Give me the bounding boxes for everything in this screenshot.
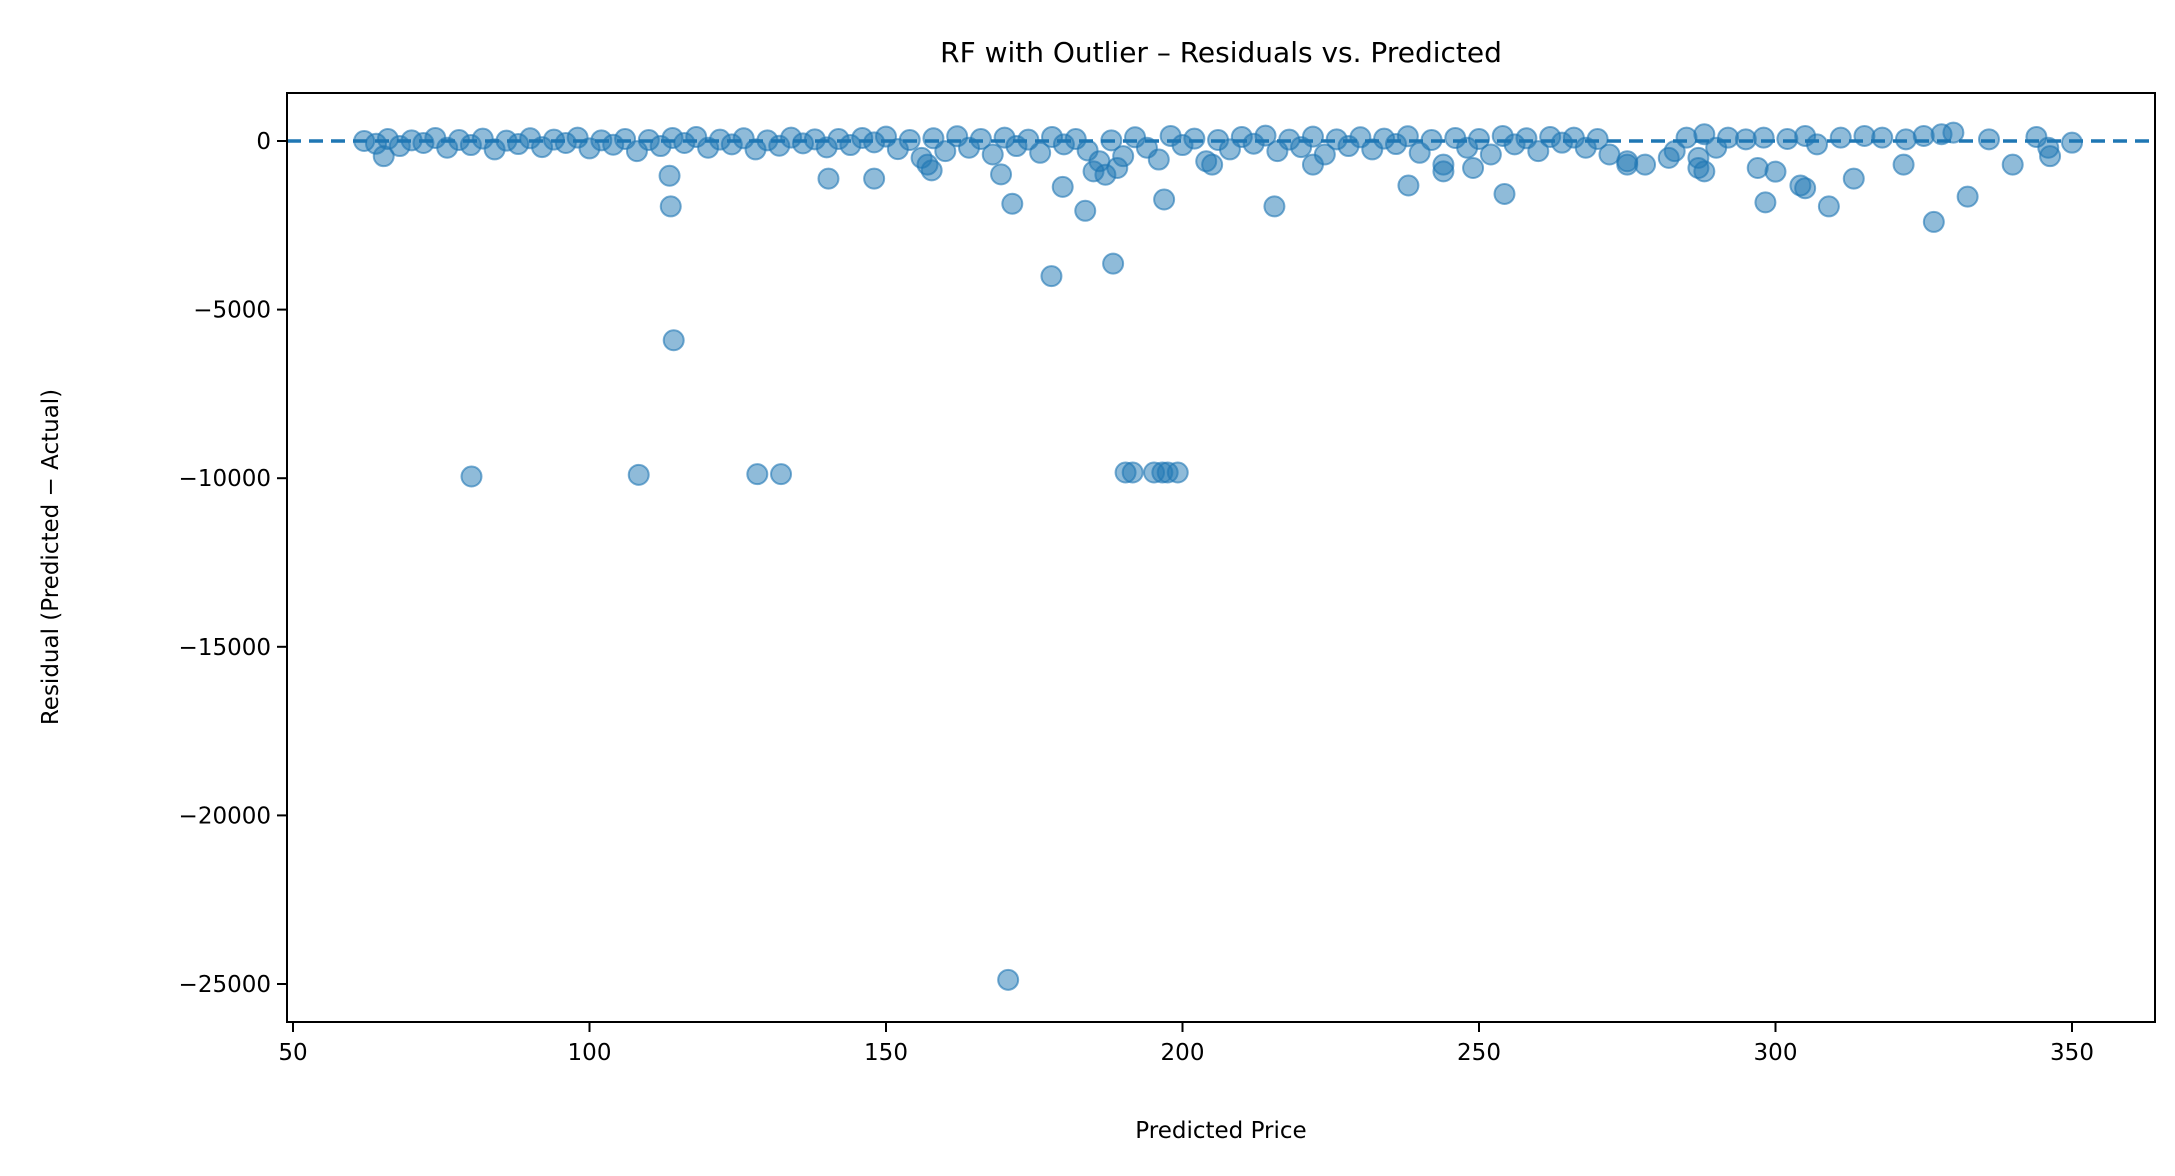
data-point [1201, 153, 1224, 176]
data-point [1794, 177, 1817, 200]
data-point [990, 163, 1013, 186]
x-tick: 100 [568, 1022, 612, 1066]
y-tick: −10000 [179, 466, 287, 492]
data-point [1657, 146, 1680, 169]
data-point [863, 167, 886, 190]
y-tick-label: −5000 [193, 298, 271, 324]
plot-frame [286, 92, 2156, 1023]
y-tick-label: 0 [256, 129, 271, 155]
y-tick-label: −15000 [179, 635, 271, 661]
data-point [1752, 126, 1775, 149]
y-tick: 0 [256, 129, 287, 155]
x-tick: 300 [1754, 1022, 1798, 1066]
x-tick-label: 100 [568, 1040, 612, 1066]
data-point [1942, 121, 1965, 144]
y-tick: −15000 [179, 635, 287, 661]
data-point [1479, 143, 1502, 166]
data-point [1817, 195, 1840, 218]
data-point [1432, 160, 1455, 183]
y-tick-label: −10000 [179, 466, 271, 492]
data-point [2039, 145, 2062, 168]
data-point [662, 329, 685, 352]
data-point [1121, 461, 1144, 484]
x-tick-label: 50 [278, 1040, 307, 1066]
data-point [1842, 167, 1865, 190]
data-point [460, 465, 483, 488]
y-tick: −5000 [193, 298, 287, 324]
points-layer [353, 121, 2083, 991]
data-point [659, 195, 682, 218]
data-point [1754, 191, 1777, 214]
data-point [1675, 126, 1698, 149]
y-axis-label: Residual (Predicted − Actual) [38, 389, 64, 725]
data-point [1776, 127, 1799, 150]
data-point [1806, 133, 1829, 156]
data-point [1153, 188, 1176, 211]
x-axis-label: Predicted Price [1135, 1118, 1306, 1144]
data-point [934, 140, 957, 163]
data-point [1956, 185, 1979, 208]
data-point [372, 145, 395, 168]
data-point [1263, 195, 1286, 218]
data-point [1892, 153, 1915, 176]
data-point [746, 463, 769, 486]
x-tick: 50 [278, 1022, 308, 1066]
data-point [1040, 265, 1063, 288]
data-point [1493, 182, 1516, 205]
x-tick-label: 150 [864, 1040, 908, 1066]
data-point [969, 127, 992, 150]
data-point [1183, 127, 1206, 150]
data-point [1462, 156, 1485, 179]
data-point [2001, 153, 2024, 176]
data-point [1166, 461, 1189, 484]
x-tick-label: 300 [1754, 1040, 1798, 1066]
data-point [817, 167, 840, 190]
x-tick: 200 [1161, 1022, 1205, 1066]
data-point [1764, 160, 1787, 183]
x-tick: 350 [2050, 1022, 2094, 1066]
chart-title: RF with Outlier – Residuals vs. Predicte… [940, 36, 1502, 69]
x-tick: 250 [1457, 1022, 1501, 1066]
data-point [1029, 141, 1052, 164]
data-point [1102, 252, 1125, 275]
data-point [1829, 126, 1852, 149]
data-point [1301, 125, 1324, 148]
data-point [1871, 126, 1894, 149]
data-point [997, 968, 1020, 991]
data-point [1922, 210, 1945, 233]
x-tick-label: 350 [2050, 1040, 2094, 1066]
data-point [1397, 174, 1420, 197]
y-tick: −20000 [179, 803, 287, 829]
x-axis-ticks: 50 100 150 200 250 300 350 [278, 1022, 2094, 1066]
data-point [916, 153, 939, 176]
data-point [1001, 192, 1024, 215]
data-point [1051, 175, 1074, 198]
data-point [627, 463, 650, 486]
data-point [770, 463, 793, 486]
data-point [981, 143, 1004, 166]
y-axis-ticks: 0 −5000 −10000 −15000 −20000 −25000 [179, 129, 287, 998]
y-tick-label: −25000 [179, 972, 271, 998]
data-point [1074, 199, 1097, 222]
x-tick-label: 250 [1457, 1040, 1501, 1066]
y-tick-label: −20000 [179, 803, 271, 829]
data-point [1616, 153, 1639, 176]
data-point [1301, 153, 1324, 176]
data-point [1527, 140, 1550, 163]
data-point [1586, 127, 1609, 150]
data-point [1106, 156, 1129, 179]
x-tick-label: 200 [1161, 1040, 1205, 1066]
data-point [1147, 148, 1170, 171]
data-point [658, 164, 681, 187]
y-tick: −25000 [179, 972, 287, 998]
data-point [1746, 156, 1769, 179]
data-point [1687, 156, 1710, 179]
data-point [1468, 127, 1490, 150]
x-tick: 150 [864, 1022, 908, 1066]
